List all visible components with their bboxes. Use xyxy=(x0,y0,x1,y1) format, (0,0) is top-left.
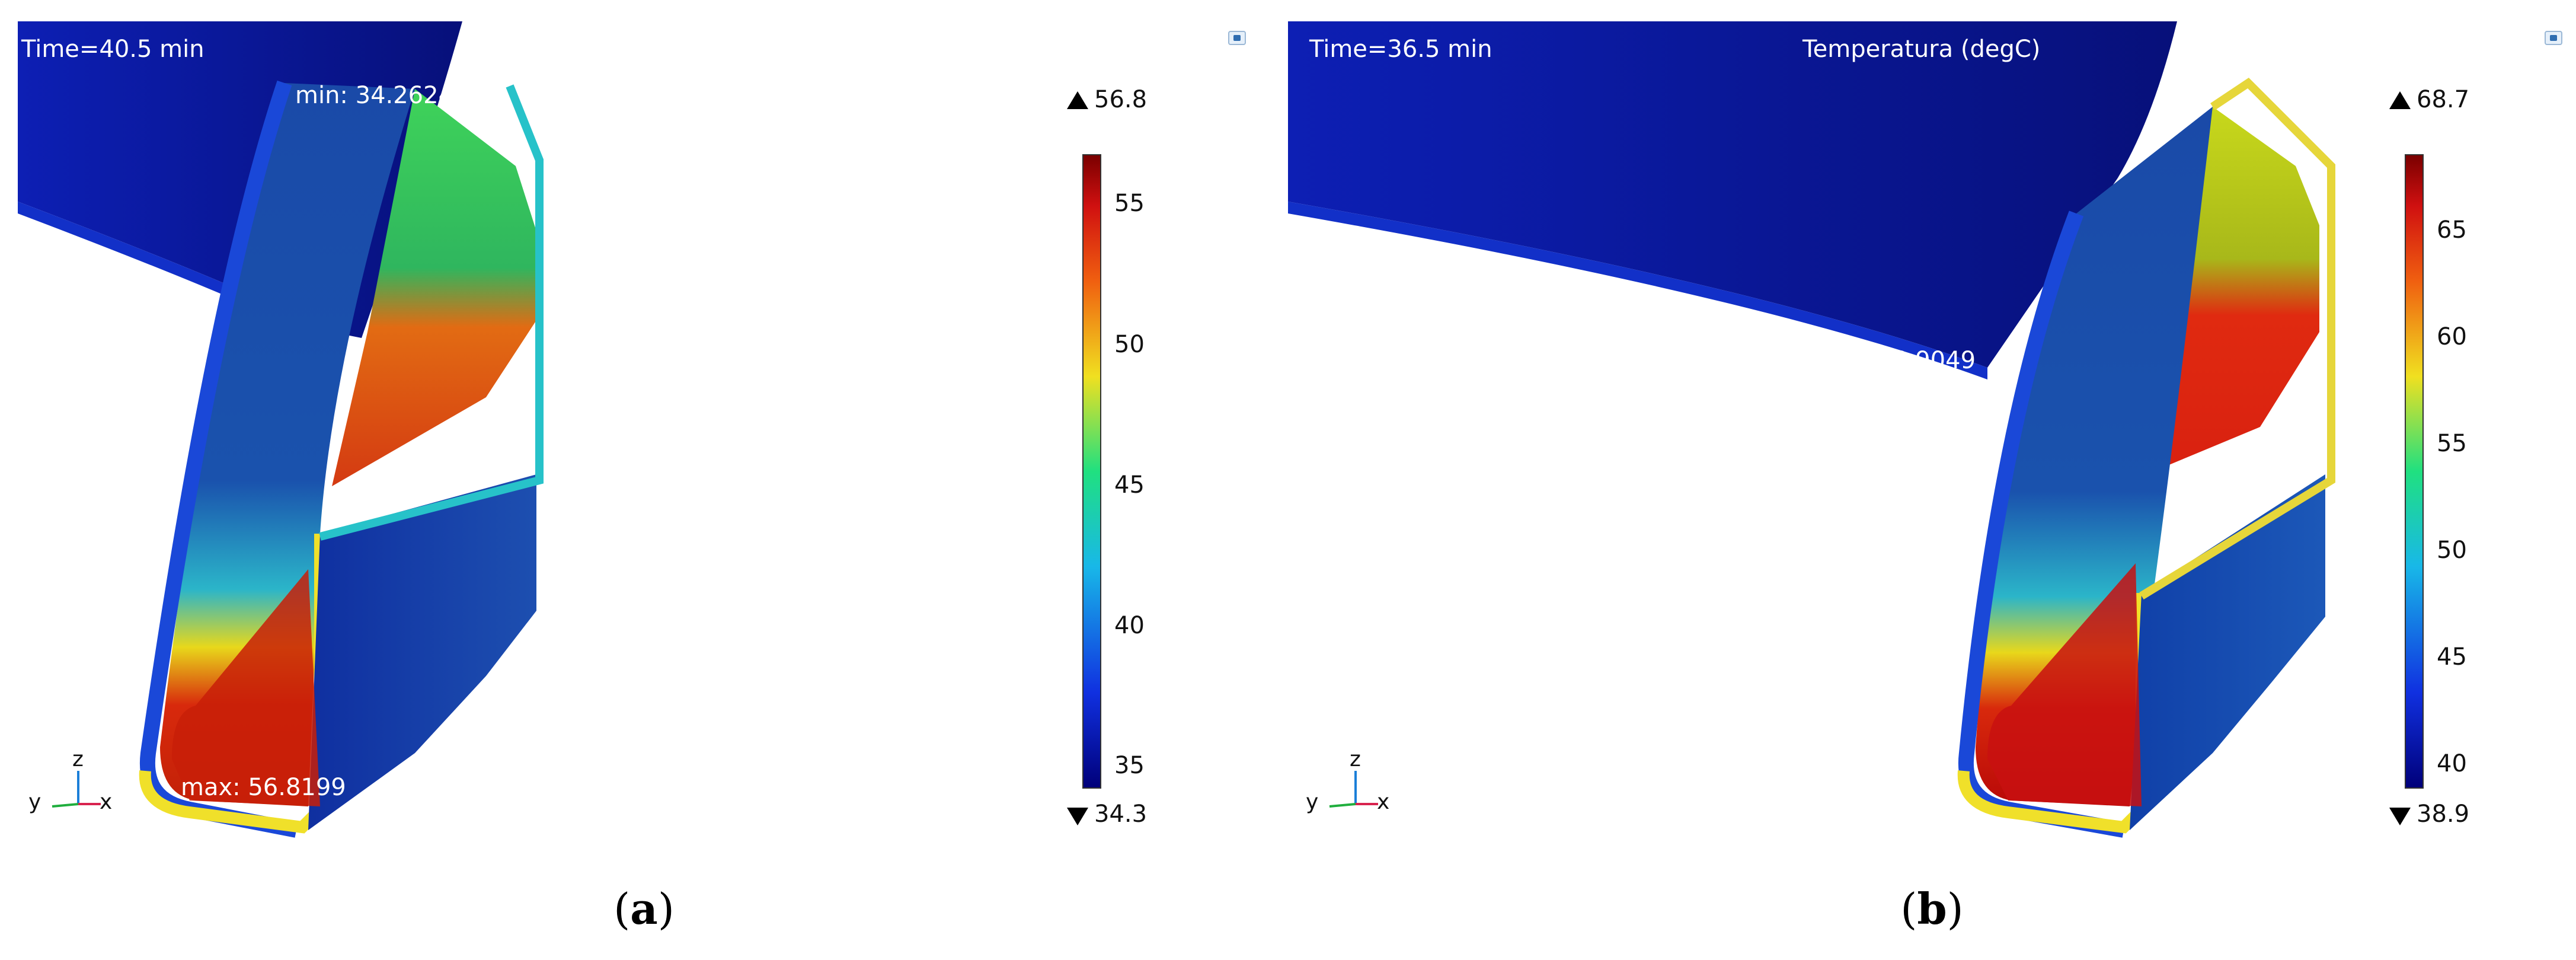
legend-min-value: 38.9 xyxy=(2417,800,2470,828)
time-label: Time=40.5 min xyxy=(21,36,204,63)
front-block-a xyxy=(308,474,536,830)
axis-z-label: z xyxy=(1350,747,1361,771)
legend-max-value: 56.8 xyxy=(1094,86,1148,113)
min-label: min: 38.9049 xyxy=(1817,347,1976,374)
left-wall-rim-b xyxy=(1958,211,2126,838)
top-beam-edge-a xyxy=(18,202,332,344)
colorbar xyxy=(1082,154,1101,789)
legend-tick: 50 xyxy=(1114,331,1145,358)
min-arrow-icon xyxy=(2389,808,2411,825)
temperature-render-b xyxy=(1288,21,2335,838)
axis-x-label: x xyxy=(1377,790,1390,814)
caption-letter: a xyxy=(630,884,658,934)
legend-tick: 45 xyxy=(2437,643,2467,671)
front-block-b xyxy=(2130,474,2325,830)
max-label: max: 68.6756 xyxy=(1730,798,1896,825)
left-wall-a xyxy=(160,83,415,806)
panel-a: Time=40.5 min Temperatura (degC) min: 34… xyxy=(18,21,1246,934)
legend-tick: 50 xyxy=(2437,537,2467,564)
time-label: Time=36.5 min xyxy=(1309,36,1492,63)
max-arrow-icon xyxy=(1067,91,1088,109)
axis-x-label: x xyxy=(100,790,113,814)
legend-tick: 40 xyxy=(1114,612,1145,639)
color-legend-a: 56.8 55 50 45 40 35 34.3 xyxy=(1055,83,1174,830)
max-label: max: 56.8199 xyxy=(181,774,346,801)
legend-tick: 60 xyxy=(2437,323,2467,350)
axis-triad-a: z y x xyxy=(24,747,130,818)
colorbar xyxy=(2405,154,2424,789)
legend-tick: 65 xyxy=(2437,216,2467,244)
legend-tick: 55 xyxy=(2437,430,2467,457)
camera-icon[interactable] xyxy=(2545,31,2562,45)
top-beam-b xyxy=(1288,21,2177,368)
hot-wedge-a xyxy=(172,569,320,806)
plot-title: Temperatura (degC) xyxy=(1802,36,2041,63)
front-rim-b xyxy=(2139,77,2335,599)
temperature-render-a xyxy=(18,21,544,838)
legend-tick: 45 xyxy=(1114,471,1145,499)
min-label: min: 34.2624 xyxy=(295,82,454,109)
axis-z-label: z xyxy=(72,747,84,771)
max-arrow-icon xyxy=(2389,91,2411,109)
legend-max-value: 68.7 xyxy=(2417,86,2470,113)
caption-a: (a) xyxy=(613,884,675,934)
camera-icon[interactable] xyxy=(1228,31,1246,45)
legend-tick: 55 xyxy=(1114,190,1145,217)
legend-tick: 35 xyxy=(1114,752,1145,779)
hot-wedge-b xyxy=(1987,563,2142,806)
axis-triad-b: z y x xyxy=(1301,747,1408,818)
left-wall-b xyxy=(1976,107,2213,806)
left-wall-rim-a xyxy=(139,80,298,838)
front-rim-a xyxy=(319,84,544,541)
min-arrow-icon xyxy=(1067,808,1088,825)
bottom-rim-a xyxy=(139,534,326,834)
inner-cavity-a xyxy=(332,89,536,486)
legend-tick: 40 xyxy=(2437,750,2467,777)
axis-y-label: y xyxy=(1306,790,1319,814)
axis-triad-icon xyxy=(1329,771,1378,808)
caption-b: (b) xyxy=(1900,884,1964,934)
bottom-rim-b xyxy=(1957,593,2147,834)
legend-min-value: 34.3 xyxy=(1094,800,1148,828)
top-beam-edge-b xyxy=(1288,202,1987,379)
axis-y-label: y xyxy=(28,790,41,814)
caption-letter: b xyxy=(1917,884,1947,934)
color-legend-b: 68.7 65 60 55 50 45 40 38.9 xyxy=(2377,83,2496,830)
plot-title: Temperatura (degC) xyxy=(511,36,749,63)
axis-triad-icon xyxy=(52,771,101,808)
panel-b: Time=36.5 min Temperatura (degC) min: 38… xyxy=(1288,0,2576,960)
